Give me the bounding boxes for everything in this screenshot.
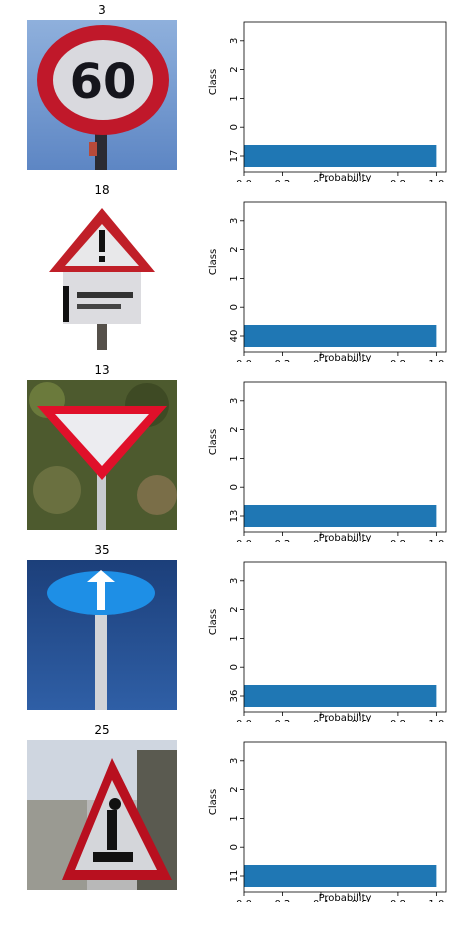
y-tick-label: 2 — [229, 786, 240, 792]
x-tick-label: 0.6 — [351, 179, 367, 182]
y-tick-label: 1 — [229, 455, 240, 461]
x-tick-label: 1.0 — [428, 719, 444, 722]
y-tick-label: 17 — [229, 150, 240, 163]
y-tick-label: 36 — [229, 690, 240, 703]
x-tick-label: 1.0 — [428, 899, 444, 902]
y-tick-label: 13 — [229, 510, 240, 523]
x-axis-label: Probability — [319, 713, 372, 722]
y-axis-label: Class — [208, 789, 219, 815]
plot-frame — [243, 381, 447, 533]
plot-frame — [243, 741, 447, 893]
image-title: 25 — [94, 723, 110, 737]
x-tick-label: 0.8 — [390, 359, 406, 362]
figure-row: 35 36 0 1 2 3 0.0 0.2 0.4 0.6 0.8 1.0 Probability Cl… — [0, 542, 457, 722]
y-tick-label: 0 — [229, 664, 240, 670]
y-tick-label: 1 — [229, 635, 240, 641]
y-tick-label: 0 — [229, 304, 240, 310]
plot-frame — [243, 561, 447, 713]
image-title: 13 — [94, 363, 110, 377]
x-tick-label: 0.6 — [351, 359, 367, 362]
general-caution-sign-icon — [27, 200, 177, 350]
x-tick-label: 1.0 — [428, 179, 444, 182]
probability-chart: 11 0 1 2 3 0.0 0.2 0.4 0.6 0.8 1.0 Probability Class — [208, 741, 447, 902]
image-title: 35 — [94, 543, 110, 557]
x-tick-label: 0.2 — [275, 359, 291, 362]
x-axis-label: Probability — [319, 173, 372, 182]
x-tick-label: 0.0 — [236, 359, 252, 362]
x-tick-label: 0.8 — [390, 719, 406, 722]
x-tick-label: 1.0 — [428, 539, 444, 542]
y-tick-label: 1 — [229, 815, 240, 821]
y-tick-label: 3 — [229, 218, 240, 224]
x-tick-label: 0.4 — [313, 179, 329, 182]
speed-limit-60-sign-icon: 60 — [27, 20, 177, 170]
probability-chart: 36 0 1 2 3 0.0 0.2 0.4 0.6 0.8 1.0 Probability Class — [208, 561, 447, 722]
bar — [244, 145, 437, 167]
figure-row: 25 11 0 1 2 3 0.0 0.2 0.4 0.6 0.8 1.0 Probability Cl… — [0, 722, 457, 902]
y-tick-label: 2 — [229, 426, 240, 432]
x-axis-label: Probability — [319, 893, 372, 902]
x-tick-label: 0.2 — [275, 179, 291, 182]
bar — [244, 685, 437, 707]
image-title: 3 — [98, 3, 106, 17]
x-tick-label: 0.0 — [236, 719, 252, 722]
x-tick-label: 0.8 — [390, 539, 406, 542]
y-tick-label: 40 — [229, 330, 240, 343]
y-tick-label: 1 — [229, 275, 240, 281]
y-tick-label: 2 — [229, 246, 240, 252]
y-axis-label: Class — [208, 609, 219, 635]
x-tick-label: 0.0 — [236, 899, 252, 902]
image-title: 18 — [94, 183, 110, 197]
yield-sign-icon — [27, 380, 177, 530]
y-tick-label: 3 — [229, 578, 240, 584]
y-tick-label: 3 — [229, 398, 240, 404]
y-tick-label: 3 — [229, 758, 240, 764]
probability-chart: 17 0 1 2 3 0.0 0.2 0.4 0.6 0.8 1.0 Probability Class — [208, 21, 447, 182]
y-tick-label: 0 — [229, 844, 240, 850]
plot-frame — [243, 21, 447, 173]
figure-row: 13 13 0 1 2 3 0.0 0.2 0.4 0.6 0.8 1.0 Probability Cl… — [0, 362, 457, 542]
y-tick-label: 11 — [229, 870, 240, 883]
x-tick-label: 0.6 — [351, 899, 367, 902]
x-tick-label: 0.4 — [313, 539, 329, 542]
y-axis-label: Class — [208, 69, 219, 95]
ahead-only-sign-icon — [27, 560, 177, 710]
bar — [244, 865, 437, 887]
probability-chart: 40 0 1 2 3 0.0 0.2 0.4 0.6 0.8 1.0 Probability Class — [208, 201, 447, 362]
x-axis-label: Probability — [319, 353, 372, 362]
road-work-sign-icon — [27, 740, 177, 890]
x-tick-label: 0.6 — [351, 539, 367, 542]
y-tick-label: 2 — [229, 66, 240, 72]
x-tick-label: 0.0 — [236, 179, 252, 182]
bar — [244, 325, 437, 347]
x-tick-label: 0.4 — [313, 359, 329, 362]
x-axis-label: Probability — [319, 533, 372, 542]
x-tick-label: 0.2 — [275, 719, 291, 722]
x-tick-label: 1.0 — [428, 359, 444, 362]
y-tick-label: 3 — [229, 38, 240, 44]
y-tick-label: 0 — [229, 484, 240, 490]
bar — [244, 505, 437, 527]
x-tick-label: 0.0 — [236, 539, 252, 542]
probability-chart: 13 0 1 2 3 0.0 0.2 0.4 0.6 0.8 1.0 Probability Class — [208, 381, 447, 542]
y-tick-label: 1 — [229, 95, 240, 101]
figure-row: 3 60 17 0 1 2 3 0.0 0.2 0.4 0.6 0.8 1.0 Probability… — [0, 2, 457, 182]
y-tick-label: 2 — [229, 606, 240, 612]
x-tick-label: 0.4 — [313, 899, 329, 902]
y-axis-label: Class — [208, 429, 219, 455]
y-axis-label: Class — [208, 249, 219, 275]
svg-text:60: 60 — [70, 54, 137, 110]
y-tick-label: 0 — [229, 124, 240, 130]
figure-row: 18 40 0 1 2 3 0.0 0.2 0.4 0.6 0.8 1.0 Probability Cl… — [0, 182, 457, 362]
x-tick-label: 0.4 — [313, 719, 329, 722]
plot-frame — [243, 201, 447, 353]
x-tick-label: 0.8 — [390, 899, 406, 902]
x-tick-label: 0.2 — [275, 539, 291, 542]
x-tick-label: 0.6 — [351, 719, 367, 722]
x-tick-label: 0.8 — [390, 179, 406, 182]
x-tick-label: 0.2 — [275, 899, 291, 902]
